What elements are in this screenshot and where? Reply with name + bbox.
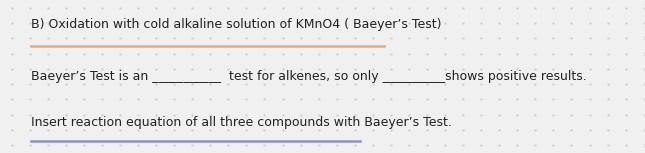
Text: Insert reaction equation of all three compounds with Baeyer’s Test.: Insert reaction equation of all three co… [31,116,452,129]
Text: Baeyer’s Test is an ___________  test for alkenes, so only __________shows posit: Baeyer’s Test is an ___________ test for… [31,70,587,83]
Text: B) Oxidation with cold alkaline solution of KMnO4 ( Baeyer’s Test): B) Oxidation with cold alkaline solution… [31,18,441,31]
